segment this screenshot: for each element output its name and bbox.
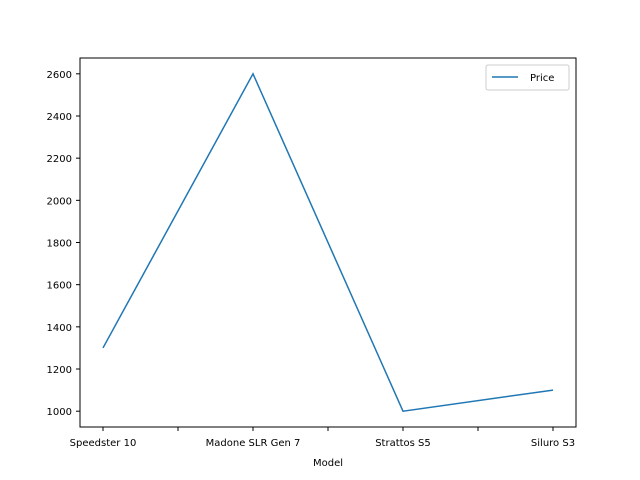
x-tick-label: Madone SLR Gen 7: [206, 438, 301, 449]
y-tick-label: 1400: [47, 323, 72, 334]
x-tick-label: Speedster 10: [70, 438, 137, 449]
y-tick-label: 2200: [47, 154, 72, 165]
y-tick-label: 1200: [47, 365, 72, 376]
y-axis: 1000 1200 1400 1600 1800 2000 2200 2400 2600: [47, 70, 80, 418]
legend-box: [485, 64, 570, 91]
y-tick-label: 1800: [47, 239, 72, 250]
y-tick-label: 1600: [47, 281, 72, 292]
legend: Price: [485, 64, 570, 91]
x-axis-title: Model: [313, 458, 343, 469]
y-tick-label: 2600: [47, 70, 72, 81]
y-tick-label: 2000: [47, 196, 72, 207]
x-tick-label: Strattos S5: [375, 438, 431, 449]
x-axis: Speedster 10 Madone SLR Gen 7 Strattos S5 S…: [70, 427, 575, 449]
series-group: [102, 72, 554, 413]
legend-label: Price: [530, 73, 554, 84]
x-tick-label: Siluro S3: [531, 438, 575, 449]
y-tick-label: 1000: [47, 407, 72, 418]
series-line: [102, 72, 554, 413]
y-tick-label: 2400: [47, 112, 72, 123]
